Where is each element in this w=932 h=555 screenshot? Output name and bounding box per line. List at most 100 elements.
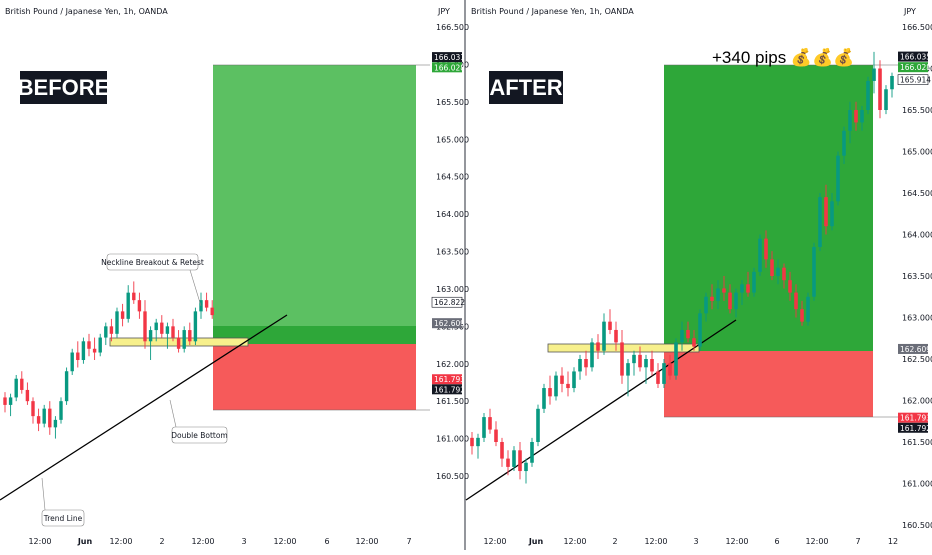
candle [620, 329, 624, 384]
candle [204, 292, 209, 312]
price-badge-tp: 166.028 [898, 62, 931, 72]
candle [644, 354, 648, 384]
candle-body [3, 397, 7, 405]
candle-body [210, 307, 214, 316]
candle-body [662, 363, 666, 384]
x-tick-label: 2 [612, 537, 617, 546]
candle-body [632, 354, 636, 364]
candle-body [824, 197, 828, 227]
candle [137, 292, 142, 319]
neckline-annotation-box [106, 253, 199, 271]
candle-body [806, 296, 810, 322]
x-tick-label: 7 [406, 537, 411, 546]
x-tick-label: 12:00 [805, 537, 828, 546]
y-tick-label: 166.500 [436, 23, 469, 32]
candle [506, 450, 510, 476]
x-tick-label: 7 [855, 537, 860, 546]
badge-value: 161.793 [900, 414, 931, 423]
before-currency: JPY [437, 7, 450, 16]
trend-line-pointer [41, 477, 46, 511]
candle [165, 322, 170, 349]
before-candles [3, 281, 214, 439]
candle-body [506, 458, 510, 467]
candle-body [42, 408, 46, 424]
candle [115, 307, 119, 338]
candle-body [626, 363, 630, 376]
candle-body [25, 389, 30, 402]
badge-bg [898, 422, 928, 433]
candle-body [143, 311, 147, 342]
candle [872, 51, 876, 94]
y-tick-label: 165.500 [902, 106, 932, 115]
price-badge-high: 166.035 [898, 51, 931, 62]
candle [578, 354, 582, 380]
candle [590, 338, 594, 372]
candle [171, 318, 175, 342]
candle-body [188, 330, 192, 342]
candle [31, 397, 35, 424]
badge-value: 161.793 [434, 375, 465, 384]
badge-bg [432, 374, 462, 385]
candle-body [716, 288, 720, 301]
y-tick-label: 161.500 [436, 397, 469, 406]
y-tick-label: 162.000 [436, 360, 469, 369]
candle-body [812, 246, 816, 297]
candle-body [560, 375, 564, 384]
candle [132, 281, 136, 304]
candle [692, 329, 696, 351]
after-currency: JPY [903, 7, 916, 16]
candle-body [20, 378, 24, 390]
candle-body [842, 130, 846, 156]
candle [650, 350, 654, 376]
candle-body [644, 359, 648, 368]
y-tick-label: 165.500 [436, 98, 469, 107]
candle [104, 322, 108, 346]
badge-bg [432, 384, 462, 395]
candle-body [830, 201, 834, 227]
candle [3, 392, 7, 413]
candle-body [542, 388, 546, 409]
candle-body [137, 300, 142, 312]
candle [482, 412, 486, 442]
candle-body [14, 378, 18, 398]
candle [890, 72, 894, 98]
x-tick-label: 6 [324, 537, 329, 546]
y-tick-label: 163.500 [436, 248, 469, 257]
candle [81, 337, 86, 364]
candle [109, 318, 114, 342]
candle-body [104, 326, 108, 338]
x-tick-label: 12:00 [563, 537, 586, 546]
candle [160, 315, 164, 338]
candle-body [890, 75, 894, 90]
candle-body [608, 321, 612, 330]
candle [656, 363, 660, 389]
price-badge-entry: 162.609 [898, 343, 931, 354]
y-tick-label: 165.000 [902, 148, 932, 157]
take-profit-zone [213, 65, 416, 326]
candle [143, 300, 147, 349]
candle [64, 367, 69, 405]
candle-body [674, 342, 678, 376]
candle [686, 321, 690, 343]
candle-body [87, 341, 91, 349]
candle-body [92, 348, 97, 353]
candle [764, 230, 768, 268]
stop-loss-zone [213, 344, 416, 410]
candle [476, 433, 480, 459]
candle [488, 408, 492, 434]
candle-body [488, 417, 492, 430]
after-panel: AFTER +340 pips 💰💰💰 British Pound / Japa… [465, 7, 932, 546]
x-tick-label: 12 [888, 537, 898, 546]
candle [596, 334, 600, 359]
candle [560, 367, 564, 393]
x-tick-label: Jun [528, 537, 544, 546]
candle-body [818, 197, 822, 247]
candle-body [171, 326, 175, 338]
candle-body [866, 80, 870, 110]
candle [806, 292, 810, 326]
neckline-pointer [189, 269, 202, 307]
candle-body [193, 311, 198, 342]
y-tick-label: 164.500 [436, 173, 469, 182]
candle [494, 421, 498, 447]
